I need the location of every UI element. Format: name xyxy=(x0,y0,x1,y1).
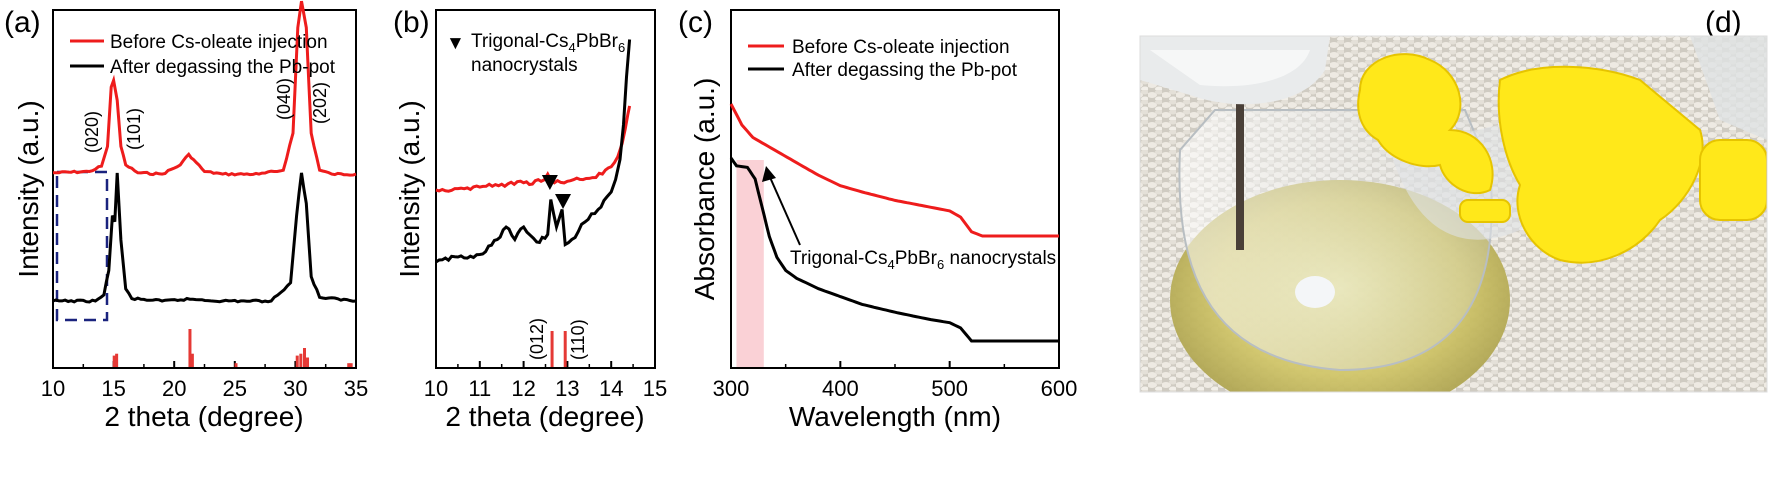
panel-c-xticks: 300 400 500 600 xyxy=(713,361,1078,401)
panel-a-xtick-label: 25 xyxy=(223,376,247,401)
panel-b-chart: (b) 10 11 12 13 14 15 ▼ Trigonal-Cs4PbBr6 nan… xyxy=(393,6,667,432)
thermocouple-probe xyxy=(1236,100,1244,250)
panel-b-xtick-label: 15 xyxy=(643,376,667,401)
panel-c-legend-label-before: Before Cs-oleate injection xyxy=(792,37,1010,58)
panel-b-peak-marker xyxy=(555,194,572,209)
panel-a-xticks: 10 15 20 25 30 35 xyxy=(41,361,368,401)
yellow-joint-clip xyxy=(1357,53,1767,264)
panel-d-label: (d) xyxy=(1705,6,1742,39)
panel-a-peak-label-020: (020) xyxy=(82,111,102,153)
panel-a-legend-label-after: After degassing the Pb-pot xyxy=(110,57,336,78)
panel-b-xtick-label: 11 xyxy=(468,376,491,401)
panel-a-chart: (a) 10 15 20 25 30 35 Before Cs-oleate inject… xyxy=(4,0,368,432)
panel-c-chart: (c) 300 400 500 600 Before Cs-oleate inject… xyxy=(678,6,1077,432)
panel-c-label: (c) xyxy=(678,6,713,39)
panel-c-ylabel: Absorbance (a.u.) xyxy=(689,78,720,301)
panel-b-series-before xyxy=(435,105,632,193)
panel-b-label: (b) xyxy=(393,6,430,39)
panel-a-label: (a) xyxy=(4,6,41,39)
panel-c-xtick-label: 500 xyxy=(931,376,968,401)
panel-b-series-after xyxy=(435,39,632,264)
panel-c-xtick-label: 600 xyxy=(1041,376,1078,401)
panel-b-xtick-label: 13 xyxy=(555,376,579,401)
panel-d-photo: (d) xyxy=(1139,6,1768,393)
panel-c-annotation-text: Trigonal-Cs4PbBr6 nanocrystals xyxy=(790,248,1056,272)
panel-a-series-before xyxy=(52,0,357,177)
panel-a-legend-label-before: Before Cs-oleate injection xyxy=(110,32,328,53)
panel-a-xtick-label: 15 xyxy=(101,376,125,401)
panel-c-highlight-band xyxy=(736,160,764,368)
panel-b-peak-markers xyxy=(541,175,572,209)
panel-a-xtick-label: 10 xyxy=(41,376,65,401)
panel-a-ylabel: Intensity (a.u.) xyxy=(13,100,44,277)
stir-bar xyxy=(1295,276,1335,308)
panel-a-xtick-label: 35 xyxy=(344,376,368,401)
panel-b-legend-marker: ▼ xyxy=(446,33,465,54)
panel-a-xlabel: 2 theta (degree) xyxy=(104,401,303,432)
panel-c-xlabel: Wavelength (nm) xyxy=(789,401,1001,432)
photo-border xyxy=(1139,35,1768,393)
panel-c-series-before xyxy=(729,103,1059,238)
panel-b-xticks: 10 11 12 13 14 15 xyxy=(424,361,667,401)
panel-b-xlabel: 2 theta (degree) xyxy=(445,401,644,432)
panel-b-xtick-label: 14 xyxy=(599,376,623,401)
panel-b-peak-label-012: (012) xyxy=(527,318,547,360)
panel-b-legend-line1: Trigonal-Cs4PbBr6 xyxy=(471,31,625,55)
panel-c-legend-label-after: After degassing the Pb-pot xyxy=(792,60,1018,81)
panel-b-legend-line2: nanocrystals xyxy=(471,55,578,76)
panel-b-peak-marker xyxy=(541,175,558,190)
panel-c-xtick-label: 300 xyxy=(713,376,750,401)
panel-b-peak-label-110: (110) xyxy=(568,319,588,360)
panel-b-reference-sticks xyxy=(550,331,567,367)
panel-b-ylabel: Intensity (a.u.) xyxy=(394,100,425,277)
panel-c-annotation-arrow xyxy=(768,174,801,246)
panel-b-xtick-label: 10 xyxy=(424,376,448,401)
panel-c-arrowhead xyxy=(762,166,776,182)
panel-a-peak-label-101: (101) xyxy=(124,108,144,150)
panel-a-series-after xyxy=(52,172,357,304)
panel-b-xtick-label: 12 xyxy=(511,376,535,401)
panel-a-peak-label-040: (040) xyxy=(274,78,294,120)
panel-a-peak-label-202: (202) xyxy=(310,82,330,124)
panel-c-series-after xyxy=(729,157,1059,343)
panel-a-xtick-label: 30 xyxy=(283,376,307,401)
panel-a-xtick-label: 20 xyxy=(162,376,186,401)
panel-c-xtick-label: 400 xyxy=(822,376,859,401)
panel-a-reference-sticks xyxy=(112,329,353,367)
